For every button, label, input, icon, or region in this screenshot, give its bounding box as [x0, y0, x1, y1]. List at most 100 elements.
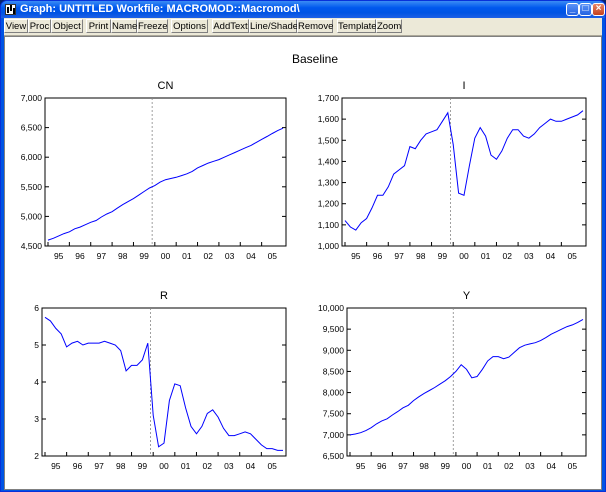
print-button[interactable]: Print: [86, 19, 111, 33]
x-tick-label-y: 99: [441, 461, 451, 471]
x-tick-label-i: 96: [373, 251, 383, 261]
x-tick-label-r: 98: [116, 461, 126, 471]
x-tick-label-y: 00: [462, 461, 472, 471]
y-tick-label-y: 8,500: [323, 366, 345, 376]
y-tick-label-y: 9,500: [323, 324, 345, 334]
window-title: Graph: UNTITLED Workfile: MACROMOD::Macr…: [20, 3, 300, 15]
y-tick-label-i: 1,700: [318, 93, 340, 103]
x-tick-label-y: 05: [568, 461, 578, 471]
template-button[interactable]: Template: [337, 19, 377, 33]
x-tick-label-cn: 97: [97, 251, 107, 261]
x-tick-label-cn: 98: [118, 251, 128, 261]
x-tick-label-i: 95: [351, 251, 361, 261]
x-tick-label-y: 96: [377, 461, 387, 471]
x-tick-label-r: 99: [138, 461, 148, 471]
graph-app-icon: [5, 4, 16, 15]
x-tick-label-y: 01: [483, 461, 493, 471]
y-tick-label-y: 10,000: [318, 303, 344, 313]
zoom-button[interactable]: Zoom: [376, 19, 402, 33]
y-tick-label-r: 2: [34, 451, 39, 461]
options-button[interactable]: Options: [171, 19, 208, 33]
y-tick-label-r: 6: [34, 303, 39, 313]
x-tick-label-i: 02: [503, 251, 513, 261]
y-tick-label-r: 3: [34, 414, 39, 424]
x-tick-label-y: 97: [398, 461, 408, 471]
x-tick-label-i: 01: [481, 251, 491, 261]
chart-title-i: I: [462, 80, 465, 92]
x-tick-label-r: 97: [94, 461, 104, 471]
y-tick-label-cn: 4,500: [21, 241, 43, 251]
y-tick-label-cn: 5,000: [21, 211, 43, 221]
x-tick-label-i: 05: [567, 251, 577, 261]
y-tick-label-y: 7,000: [323, 430, 345, 440]
y-tick-label-r: 5: [34, 340, 39, 350]
view-button[interactable]: View: [4, 19, 28, 33]
series-line-y: [349, 318, 584, 436]
y-tick-label-y: 9,000: [323, 345, 345, 355]
y-tick-label-i: 1,500: [318, 135, 340, 145]
x-tick-label-i: 99: [438, 251, 448, 261]
line-shade-button[interactable]: Line/Shade: [249, 19, 299, 33]
graph-svg: Baseline CN 4,500 5,000 5,500 6,000 6,500 7,00…: [21, 52, 587, 471]
chart-frame-y: [346, 307, 587, 457]
x-tick-label-i: 00: [459, 251, 469, 261]
series-line-i: [344, 110, 584, 231]
y-tick-label-i: 1,400: [318, 156, 340, 166]
x-tick-label-i: 98: [416, 251, 426, 261]
graph-toolbar: View Proc Object Print Name Freeze Optio…: [4, 18, 602, 36]
x-tick-label-y: 95: [356, 461, 366, 471]
x-tick-label-y: 04: [546, 461, 556, 471]
x-tick-label-cn: 99: [139, 251, 149, 261]
chart-title-y: Y: [463, 290, 471, 302]
graph-canvas[interactable]: Baseline CN 4,500 5,000 5,500 6,000 6,500 7,00…: [4, 36, 602, 490]
object-button[interactable]: Object: [51, 19, 83, 33]
y-tick-label-i: 1,100: [318, 220, 340, 230]
y-tick-label-i: 1,600: [318, 114, 340, 124]
x-tick-label-cn: 01: [182, 251, 192, 261]
y-tick-label-y: 7,500: [323, 409, 345, 419]
x-tick-label-r: 00: [159, 461, 169, 471]
x-tick-label-y: 02: [504, 461, 514, 471]
y-tick-label-i: 1,000: [318, 241, 340, 251]
y-tick-label-r: 4: [34, 377, 39, 387]
y-tick-label-cn: 5,500: [21, 182, 43, 192]
maximize-button[interactable]: □: [579, 3, 592, 16]
y-tick-label-i: 1,200: [318, 199, 340, 209]
x-tick-label-y: 03: [525, 461, 535, 471]
x-tick-label-cn: 03: [225, 251, 235, 261]
graph-title: Baseline: [292, 52, 338, 66]
x-tick-label-r: 05: [267, 461, 277, 471]
minimize-button[interactable]: _: [566, 3, 579, 16]
x-tick-label-r: 01: [181, 461, 191, 471]
y-tick-label-y: 6,500: [323, 451, 345, 461]
x-tick-label-i: 97: [394, 251, 404, 261]
proc-button[interactable]: Proc: [28, 19, 51, 33]
y-tick-label-cn: 6,500: [21, 123, 43, 133]
series-line-r: [44, 316, 283, 451]
x-tick-label-r: 04: [246, 461, 256, 471]
freeze-button[interactable]: Freeze: [137, 19, 168, 33]
x-tick-label-i: 03: [524, 251, 534, 261]
x-tick-label-cn: 05: [268, 251, 278, 261]
chart-frame-i: [341, 97, 587, 247]
x-tick-label-y: 98: [419, 461, 429, 471]
x-tick-label-cn: 00: [161, 251, 171, 261]
chart-title-cn: CN: [158, 80, 174, 92]
y-tick-label-i: 1,300: [318, 178, 340, 188]
x-tick-label-cn: 02: [203, 251, 213, 261]
x-tick-label-r: 96: [73, 461, 83, 471]
name-button[interactable]: Name: [111, 19, 138, 33]
chart-title-r: R: [160, 290, 168, 302]
addtext-button[interactable]: AddText: [212, 19, 249, 33]
x-tick-label-cn: 95: [54, 251, 64, 261]
remove-button[interactable]: Remove: [297, 19, 334, 33]
x-tick-label-r: 03: [224, 461, 234, 471]
x-tick-label-r: 02: [203, 461, 213, 471]
y-tick-label-cn: 6,000: [21, 152, 43, 162]
y-tick-label-cn: 7,000: [21, 93, 43, 103]
title-bar[interactable]: Graph: UNTITLED Workfile: MACROMOD::Macr…: [1, 1, 605, 18]
series-line-cn: [47, 127, 284, 241]
close-button[interactable]: ×: [592, 3, 605, 16]
chart-frame-cn: [44, 97, 287, 247]
